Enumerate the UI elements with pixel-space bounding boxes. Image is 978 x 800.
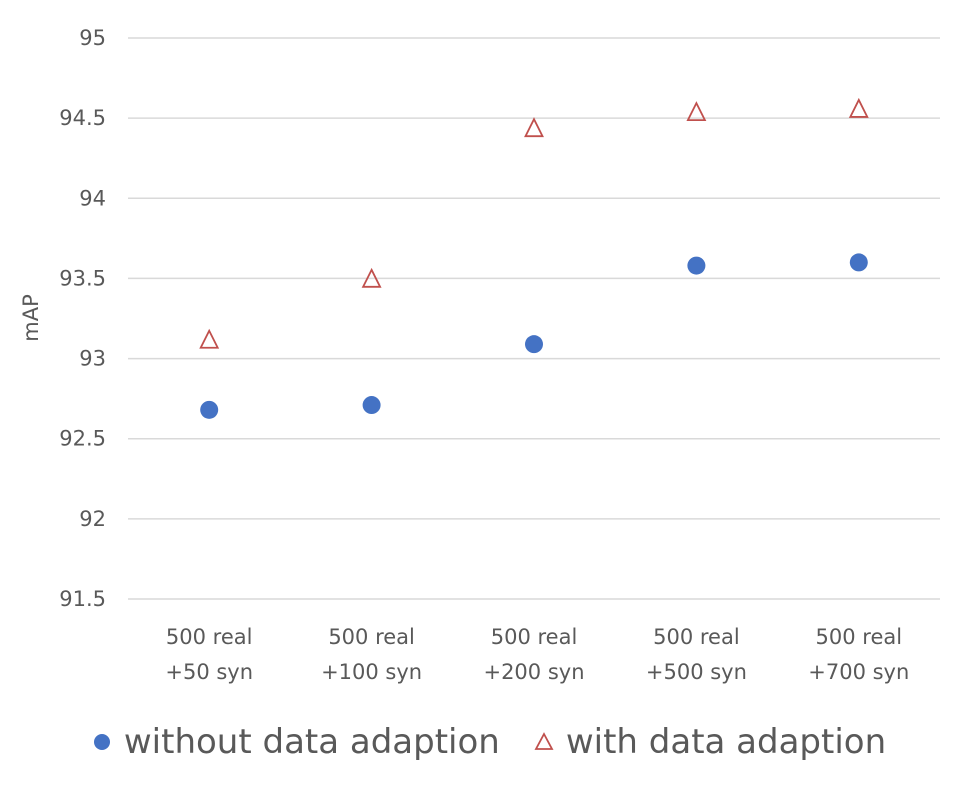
x-tick-label: +50 syn xyxy=(165,660,253,684)
y-tick-label: 94.5 xyxy=(59,106,106,130)
data-point-circle xyxy=(200,400,219,419)
y-tick-label: 92 xyxy=(79,507,106,531)
data-point-circle xyxy=(687,256,706,275)
x-axis-ticks: 500 real +50 syn 500 real +100 syn 500 real +… xyxy=(165,625,909,684)
y-tick-label: 93 xyxy=(79,347,106,371)
data-point-circle xyxy=(362,396,381,415)
y-tick-label: 92.5 xyxy=(59,427,106,451)
x-tick-label: +500 syn xyxy=(646,660,747,684)
data-point-triangle xyxy=(199,328,220,349)
x-tick-label: +100 syn xyxy=(321,660,422,684)
chart-plot: 91.5 92 92.5 93 93.5 94 94.5 95 500 real +50 syn… xyxy=(19,26,940,684)
data-point-triangle xyxy=(686,101,707,122)
x-tick-label: 500 real xyxy=(653,625,740,649)
x-tick-label: 500 real xyxy=(816,625,903,649)
data-points xyxy=(199,97,869,419)
data-point-triangle xyxy=(524,117,544,138)
y-axis-title: mAP xyxy=(19,294,43,342)
series-1 xyxy=(200,253,868,419)
data-point-circle xyxy=(525,335,543,354)
legend-item-series-1: without data adaption xyxy=(92,722,500,762)
x-tick-label: 500 real xyxy=(491,625,578,649)
x-tick-label: +700 syn xyxy=(808,660,909,684)
x-tick-label: 500 real xyxy=(328,625,415,649)
legend-label-series-1: without data adaption xyxy=(123,722,500,762)
data-point-triangle xyxy=(848,97,869,118)
legend-triangle-marker-icon xyxy=(534,732,554,750)
series-2 xyxy=(199,97,869,349)
y-tick-label: 95 xyxy=(79,26,106,50)
y-axis-ticks: 91.5 92 92.5 93 93.5 94 94.5 95 xyxy=(59,26,106,611)
y-tick-label: 93.5 xyxy=(59,266,106,290)
legend: without data adaption with data adaption xyxy=(0,712,978,772)
y-tick-label: 94 xyxy=(79,186,106,210)
legend-label-series-2: with data adaption xyxy=(565,722,887,762)
legend-circle-marker-icon xyxy=(93,734,110,750)
data-point-circle xyxy=(849,253,868,272)
data-point-triangle xyxy=(361,267,382,288)
y-tick-label: 91.5 xyxy=(59,587,106,611)
x-tick-label: 500 real xyxy=(166,625,253,649)
legend-item-series-2: with data adaption xyxy=(534,722,886,762)
x-tick-label: +200 syn xyxy=(483,660,584,684)
gridlines xyxy=(128,37,940,600)
